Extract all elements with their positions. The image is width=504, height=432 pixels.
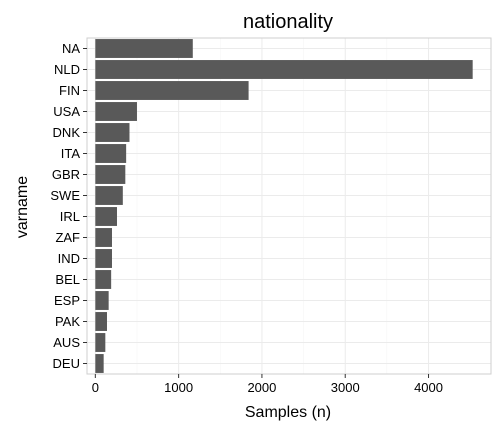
bar-fin: [95, 81, 249, 100]
bar-nld: [95, 60, 473, 79]
x-tick-label: 3000: [331, 380, 360, 395]
bar-ind: [95, 249, 112, 268]
y-axis-title: varname: [14, 176, 31, 238]
bar-bel: [95, 270, 112, 289]
y-tick-label: PAK: [55, 314, 80, 329]
bar-deu: [95, 354, 104, 373]
y-tick-label: SWE: [50, 188, 80, 203]
y-tick-label: DEU: [53, 356, 80, 371]
bar-na: [95, 39, 193, 58]
bar-zaf: [95, 228, 112, 247]
bar-aus: [95, 333, 106, 352]
chart-title: nationality: [243, 11, 333, 33]
x-tick-label: 2000: [247, 380, 276, 395]
y-tick-label: GBR: [52, 167, 80, 182]
bars: [95, 39, 473, 373]
y-tick-label: USA: [53, 104, 80, 119]
y-tick-label: IRL: [60, 209, 80, 224]
y-tick-label: ITA: [61, 146, 81, 161]
x-tick-label: 0: [92, 380, 99, 395]
bar-esp: [95, 291, 109, 310]
y-tick-label: NA: [62, 41, 80, 56]
y-axis: NA NLD FIN USA DNK ITA GBR SWE IRL ZAF IND BEL ESP PA…: [50, 41, 87, 371]
y-tick-label: ZAF: [55, 230, 80, 245]
x-tick-label: 4000: [414, 380, 443, 395]
bar-dnk: [95, 123, 130, 142]
bar-ita: [95, 144, 127, 163]
bar-pak: [95, 312, 107, 331]
y-tick-label: AUS: [53, 335, 80, 350]
bar-irl: [95, 207, 117, 226]
bar-swe: [95, 186, 123, 205]
bar-usa: [95, 102, 137, 121]
y-tick-label: NLD: [54, 62, 80, 77]
y-tick-label: FIN: [59, 83, 80, 98]
y-tick-label: DNK: [53, 125, 81, 140]
x-axis-title: Samples (n): [245, 404, 331, 421]
y-tick-label: BEL: [55, 272, 80, 287]
panel-border: [86, 37, 492, 375]
x-axis: 0 1000 2000 3000 4000: [92, 374, 443, 395]
y-tick-label: IND: [58, 251, 80, 266]
y-tick-label: ESP: [54, 293, 80, 308]
bar-gbr: [95, 165, 126, 184]
x-tick-label: 1000: [164, 380, 193, 395]
